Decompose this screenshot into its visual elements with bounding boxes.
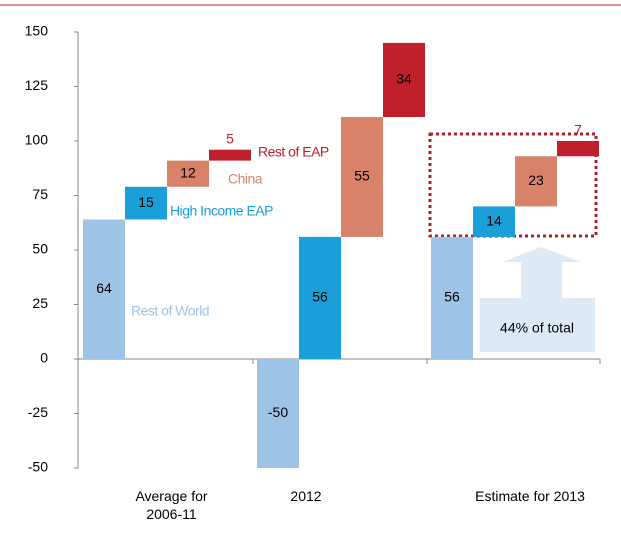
value-label: 56 [444,289,460,305]
annotation: 44% of total [500,320,574,336]
annotation-box [480,298,595,352]
value-label: 14 [486,212,502,228]
y-tick-label: 75 [32,186,48,202]
y-tick-label: 150 [25,23,49,39]
y-tick-label: -50 [28,459,48,475]
bar [473,206,515,237]
bar [515,156,557,207]
x-tick-label: Average for 2006-11 [135,488,208,522]
value-label: 15 [138,194,154,210]
value-label: 34 [396,71,412,87]
y-tick-label: 25 [32,295,48,311]
bar [431,236,473,359]
value-label: 5 [226,130,234,146]
value-label: -50 [268,404,288,420]
series-label: China [228,171,263,187]
bar [257,359,299,468]
bar [125,186,167,220]
value-label: 12 [180,164,196,180]
bar [557,141,599,157]
value-label: 7 [574,122,582,138]
x-tick-label: 2012 [290,488,322,504]
y-tick-label: 125 [25,77,49,93]
value-label: 64 [96,280,112,296]
bar [383,42,425,118]
bar [83,219,125,359]
y-tick-label: 50 [32,241,48,257]
y-tick-label: 0 [40,350,48,366]
value-label: 55 [354,168,370,184]
value-label: 56 [312,289,328,305]
series-label: Rest of EAP [258,144,329,160]
bar [167,160,209,187]
y-tick-label: -25 [28,404,48,420]
value-label: 23 [528,172,544,188]
bar [299,236,341,359]
arrow [502,247,581,298]
series-label: High Income EAP [170,203,273,219]
y-tick-label: 100 [25,132,49,148]
bar [341,117,383,237]
bar [209,149,251,161]
series-label: Rest of World [131,303,209,319]
x-tick-label: Estimate for 2013 [475,488,585,504]
